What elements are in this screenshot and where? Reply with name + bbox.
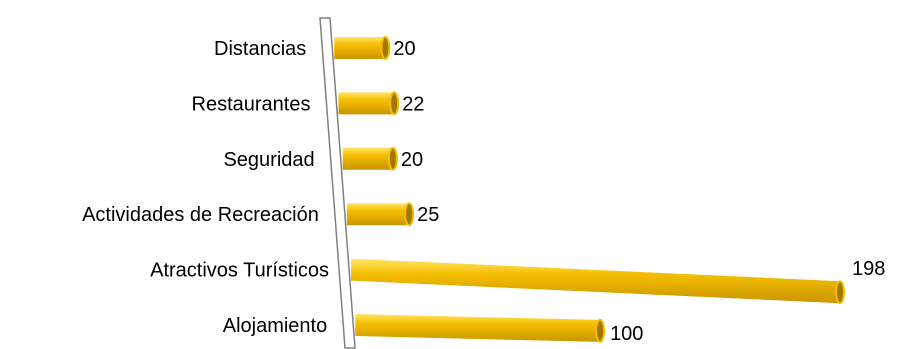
category-labels: Distancias Restaurantes Seguridad Actividad… — [82, 38, 329, 337]
bar — [355, 314, 601, 342]
category-label: Alojamiento — [223, 315, 328, 337]
category-label: Restaurantes — [192, 93, 311, 115]
value-label: 100 — [610, 323, 643, 345]
bar-end-cap — [380, 36, 391, 60]
bars-group — [334, 36, 845, 343]
bar — [342, 147, 393, 170]
bar — [338, 92, 395, 115]
value-label: 198 — [852, 258, 885, 280]
category-label: Atractivos Turísticos — [150, 260, 329, 282]
category-label: Seguridad — [223, 149, 314, 171]
bar-end-cap — [404, 202, 415, 227]
category-label: Distancias — [214, 38, 306, 60]
bar-end-cap — [389, 91, 400, 116]
bar — [351, 258, 840, 304]
back-wall — [319, 17, 356, 349]
bar-end-cap — [595, 318, 606, 343]
category-label: Actividades de Recreación — [82, 204, 319, 226]
bar-end-cap — [835, 280, 845, 305]
value-label: 25 — [417, 204, 439, 226]
value-labels: 20 22 20 25 198 100 — [393, 38, 885, 345]
bar-end-cap — [387, 146, 398, 171]
bar — [346, 203, 410, 226]
value-label: 20 — [393, 38, 415, 60]
value-label: 22 — [402, 93, 424, 115]
bar — [334, 37, 386, 59]
value-label: 20 — [401, 149, 423, 171]
